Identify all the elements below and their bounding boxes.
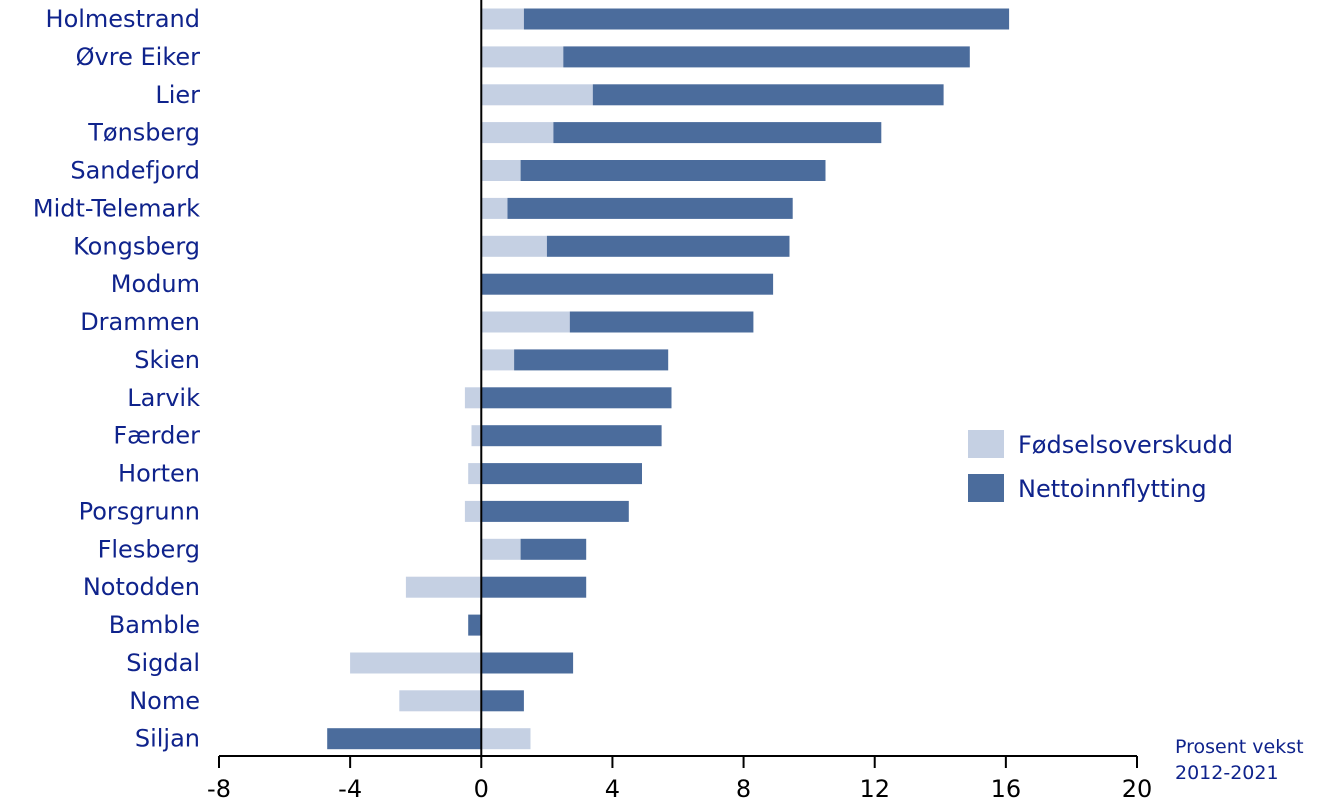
bar-sigdal-fodselsoverskudd bbox=[350, 652, 482, 674]
unit-line-1: Prosent vekst bbox=[1175, 736, 1304, 758]
category-label-kongsberg: Kongsberg bbox=[73, 232, 200, 260]
bar-larvik-fodselsoverskudd bbox=[464, 387, 482, 409]
category-label-bamble: Bamble bbox=[109, 611, 200, 639]
legend-swatch-fodselsoverskudd bbox=[968, 430, 1004, 458]
category-label-faerder: Færder bbox=[113, 422, 200, 450]
category-label-sigdal: Sigdal bbox=[126, 649, 200, 677]
bar-modum-nettoinnflytting bbox=[481, 273, 774, 295]
bars-group bbox=[327, 8, 1010, 750]
category-label-notodden: Notodden bbox=[83, 573, 200, 601]
bar-bamble-nettoinnflytting bbox=[468, 614, 482, 636]
bar-sigdal-nettoinnflytting bbox=[481, 652, 574, 674]
bar-flesberg-fodselsoverskudd bbox=[481, 538, 521, 560]
bar-siljan-fodselsoverskudd bbox=[481, 728, 531, 750]
bar-tonsberg-fodselsoverskudd bbox=[481, 122, 554, 144]
bar-skien-nettoinnflytting bbox=[514, 349, 669, 371]
bar-porsgrunn-fodselsoverskudd bbox=[464, 500, 482, 522]
bar-notodden-nettoinnflytting bbox=[481, 576, 587, 598]
axis-unit-label: Prosent vekst 2012-2021 bbox=[1175, 736, 1304, 784]
bar-larvik-nettoinnflytting bbox=[481, 387, 672, 409]
bar-siljan-nettoinnflytting bbox=[327, 728, 482, 750]
bar-lier-nettoinnflytting bbox=[592, 84, 944, 106]
category-label-ovre-eiker: Øvre Eiker bbox=[76, 43, 200, 71]
bar-sandefjord-fodselsoverskudd bbox=[481, 160, 521, 181]
category-labels: Holmestrand Øvre Eiker Lier Tønsberg Sandefj… bbox=[33, 5, 200, 753]
legend-label-fodselsoverskudd: Fødselsoverskudd bbox=[1018, 431, 1233, 459]
category-label-siljan: Siljan bbox=[135, 725, 200, 753]
category-label-modum: Modum bbox=[111, 270, 200, 298]
bar-porsgrunn-nettoinnflytting bbox=[481, 500, 629, 522]
bar-notodden-fodselsoverskudd bbox=[405, 576, 482, 598]
bar-skien-fodselsoverskudd bbox=[481, 349, 515, 371]
bar-kongsberg-fodselsoverskudd bbox=[481, 235, 547, 257]
x-tick-label: 12 bbox=[859, 775, 890, 803]
bar-faerder-fodselsoverskudd bbox=[471, 425, 482, 447]
bar-horten-nettoinnflytting bbox=[481, 463, 642, 485]
x-tick-label: 0 bbox=[474, 775, 489, 803]
legend-label-nettoinnflytting: Nettoinnflytting bbox=[1018, 475, 1207, 503]
x-tick-label: -4 bbox=[338, 775, 362, 803]
bar-horten-fodselsoverskudd bbox=[468, 463, 482, 485]
bar-holmestrand-fodselsoverskudd bbox=[481, 8, 524, 30]
bar-kongsberg-nettoinnflytting bbox=[546, 235, 790, 257]
category-label-nome: Nome bbox=[129, 687, 200, 715]
axes bbox=[218, 0, 1138, 768]
bar-midt-telemark-fodselsoverskudd bbox=[481, 197, 508, 219]
bar-drammen-nettoinnflytting bbox=[569, 311, 754, 333]
bar-holmestrand-nettoinnflytting bbox=[523, 8, 1010, 30]
category-label-porsgrunn: Porsgrunn bbox=[79, 497, 200, 525]
legend: Fødselsoverskudd Nettoinnflytting bbox=[968, 430, 1233, 503]
category-label-midt-telemark: Midt-Telemark bbox=[33, 194, 200, 222]
legend-swatch-nettoinnflytting bbox=[968, 474, 1004, 502]
category-label-horten: Horten bbox=[118, 460, 200, 488]
bar-sandefjord-nettoinnflytting bbox=[520, 160, 826, 181]
bar-lier-fodselsoverskudd bbox=[481, 84, 593, 106]
category-label-skien: Skien bbox=[134, 346, 200, 374]
x-tick-label: 4 bbox=[605, 775, 620, 803]
category-label-sandefjord: Sandefjord bbox=[70, 157, 200, 185]
x-tick-label: 8 bbox=[736, 775, 751, 803]
bar-nome-nettoinnflytting bbox=[481, 690, 524, 712]
bar-flesberg-nettoinnflytting bbox=[520, 538, 587, 560]
category-label-lier: Lier bbox=[155, 81, 200, 109]
x-tick-label: 20 bbox=[1122, 775, 1153, 803]
bar-ovre-eiker-fodselsoverskudd bbox=[481, 46, 564, 68]
unit-line-2: 2012-2021 bbox=[1175, 762, 1279, 784]
category-label-drammen: Drammen bbox=[80, 308, 200, 336]
bar-faerder-nettoinnflytting bbox=[481, 425, 662, 447]
tick-labels: -8 -4 0 4 8 12 16 20 bbox=[207, 775, 1152, 803]
bar-ovre-eiker-nettoinnflytting bbox=[563, 46, 970, 68]
x-tick-label: 16 bbox=[991, 775, 1022, 803]
bar-drammen-fodselsoverskudd bbox=[481, 311, 570, 333]
bar-nome-fodselsoverskudd bbox=[399, 690, 482, 712]
category-label-tonsberg: Tønsberg bbox=[87, 119, 200, 147]
x-tick-label: -8 bbox=[207, 775, 231, 803]
category-label-flesberg: Flesberg bbox=[98, 535, 200, 563]
category-label-larvik: Larvik bbox=[127, 384, 200, 412]
category-label-holmestrand: Holmestrand bbox=[46, 5, 200, 33]
bar-midt-telemark-nettoinnflytting bbox=[507, 197, 793, 219]
bar-tonsberg-nettoinnflytting bbox=[553, 122, 882, 144]
